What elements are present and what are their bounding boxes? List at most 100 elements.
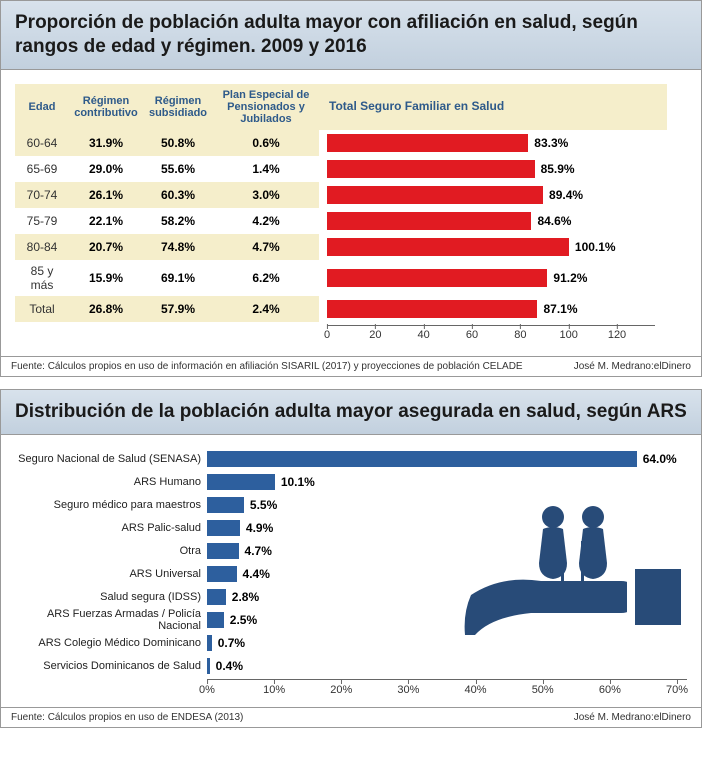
cell-plan: 1.4% xyxy=(213,156,319,182)
axis-tick: 10% xyxy=(263,684,285,696)
cell-plan: 4.2% xyxy=(213,208,319,234)
bar-row: ARS Colegio Médico Dominicano 0.7% xyxy=(15,633,687,654)
axis-tick: 80 xyxy=(514,329,526,341)
cell-plan: 4.7% xyxy=(213,234,319,260)
bar xyxy=(327,186,543,204)
bar-row: ARS Palic-salud4.9% xyxy=(15,518,687,539)
axis-tick: 40% xyxy=(465,684,487,696)
table-row: 70-7426.1%60.3%3.0%89.4% xyxy=(15,182,667,208)
cell-contrib: 22.1% xyxy=(69,208,143,234)
table-row: 85 y más15.9%69.1%6.2%91.2% xyxy=(15,260,667,296)
bar xyxy=(207,497,244,513)
cell-bar: 83.3% xyxy=(319,130,667,156)
bar xyxy=(207,589,226,605)
bar xyxy=(207,543,239,559)
th-plan: Plan Especial de Pensionados y Jubilados xyxy=(213,84,319,130)
cell-edad: 85 y más xyxy=(15,260,69,296)
bar-label: ARS Colegio Médico Dominicano xyxy=(15,637,207,649)
axis-tick: 0 xyxy=(324,329,330,341)
panel-1: Proporción de población adulta mayor con… xyxy=(0,0,702,377)
axis-tick: 0% xyxy=(199,684,215,696)
bar-row: Seguro médico para maestros 5.5% xyxy=(15,495,687,516)
bar-value: 2.5% xyxy=(230,612,257,628)
axis-tick: 20 xyxy=(369,329,381,341)
bar-value: 4.9% xyxy=(246,520,273,536)
cell-plan: 6.2% xyxy=(213,260,319,296)
panel-2-body: Seguro Nacional de Salud (SENASA) 64.0% AR… xyxy=(1,435,701,707)
bar-row: ARS Universal 4.4% xyxy=(15,564,687,585)
cell-subsid: 50.8% xyxy=(143,130,213,156)
bar-value: 64.0% xyxy=(643,451,677,467)
cell-subsid: 60.3% xyxy=(143,182,213,208)
axis-tick: 70% xyxy=(666,684,688,696)
bar-value: 85.9% xyxy=(541,162,575,176)
bar xyxy=(327,238,569,256)
bar-row: Otra 4.7% xyxy=(15,541,687,562)
bar-value: 4.4% xyxy=(243,566,270,582)
axis-tick: 40 xyxy=(418,329,430,341)
panel-1-title: Proporción de población adulta mayor con… xyxy=(1,1,701,70)
bar-label: Otra xyxy=(15,545,207,557)
cell-plan: 2.4% xyxy=(213,296,319,322)
cell-contrib: 29.0% xyxy=(69,156,143,182)
bar-value: 89.4% xyxy=(549,188,583,202)
bar-value: 91.2% xyxy=(553,271,587,285)
cell-contrib: 26.8% xyxy=(69,296,143,322)
cell-bar: 100.1% xyxy=(319,234,667,260)
cell-edad: 75-79 xyxy=(15,208,69,234)
cell-contrib: 20.7% xyxy=(69,234,143,260)
panel-1-body: Edad Régimen contributivo Régimen subsid… xyxy=(1,70,701,356)
cell-bar: 89.4% xyxy=(319,182,667,208)
bar-label: Seguro médico para maestros xyxy=(15,499,207,511)
bar-value: 83.3% xyxy=(534,136,568,150)
cell-subsid: 55.6% xyxy=(143,156,213,182)
panel-1-credit: José M. Medrano:elDinero xyxy=(574,361,691,372)
bar-value: 2.8% xyxy=(232,589,259,605)
table-row: 60-6431.9%50.8%0.6% 83.3% xyxy=(15,130,667,156)
bar-value: 5.5% xyxy=(250,497,277,513)
bar-label: Salud segura (IDSS) xyxy=(15,591,207,603)
cell-edad: 70-74 xyxy=(15,182,69,208)
bar-value: 87.1% xyxy=(543,302,577,316)
bar xyxy=(207,474,275,490)
table-row: 65-6929.0%55.6%1.4%85.9% xyxy=(15,156,667,182)
bar-value: 0.7% xyxy=(218,635,245,651)
panel-2-title: Distribución de la población adulta mayo… xyxy=(1,390,701,435)
cell-bar: 91.2% xyxy=(319,260,667,296)
cell-bar: 84.6% xyxy=(319,208,667,234)
bar-row: Seguro Nacional de Salud (SENASA) 64.0% xyxy=(15,449,687,470)
cell-plan: 3.0% xyxy=(213,182,319,208)
bar xyxy=(327,212,531,230)
table-row: 80-8420.7%74.8%4.7%100.1% xyxy=(15,234,667,260)
bar xyxy=(207,566,237,582)
bar-label: ARS Universal xyxy=(15,568,207,580)
table-row: 75-7922.1%58.2%4.2%84.6% xyxy=(15,208,667,234)
axis-tick: 30% xyxy=(397,684,419,696)
bar xyxy=(327,300,537,318)
cell-edad: Total xyxy=(15,296,69,322)
bar-label: ARS Fuerzas Armadas / Policía Nacional xyxy=(15,608,207,632)
bar-row: ARS Humano10.1% xyxy=(15,472,687,493)
bar-row: ARS Fuerzas Armadas / Policía Nacional 2.… xyxy=(15,610,687,631)
cell-contrib: 15.9% xyxy=(69,260,143,296)
bar-value: 100.1% xyxy=(575,240,616,254)
bar-label: Servicios Dominicanos de Salud xyxy=(15,660,207,672)
cell-contrib: 31.9% xyxy=(69,130,143,156)
panel-2-credit: José M. Medrano:elDinero xyxy=(574,712,691,723)
bar xyxy=(207,612,224,628)
bar-value: 10.1% xyxy=(281,474,315,490)
bar xyxy=(207,520,240,536)
bar-label: Seguro Nacional de Salud (SENASA) xyxy=(15,453,207,465)
table-row: Total26.8%57.9%2.4%87.1% xyxy=(15,296,667,322)
panel-2: Distribución de la población adulta mayo… xyxy=(0,389,702,728)
cell-plan: 0.6% xyxy=(213,130,319,156)
panel-1-fuente: Fuente: Cálculos propios en uso de infor… xyxy=(11,361,523,372)
bar-value: 4.7% xyxy=(245,543,272,559)
cell-edad: 60-64 xyxy=(15,130,69,156)
axis-tick: 120 xyxy=(608,329,626,341)
th-contrib: Régimen contributivo xyxy=(69,84,143,130)
bar xyxy=(327,160,535,178)
bar-row: Servicios Dominicanos de Salud0.4% xyxy=(15,656,687,677)
bar xyxy=(207,635,212,651)
th-subsid: Régimen subsidiado xyxy=(143,84,213,130)
